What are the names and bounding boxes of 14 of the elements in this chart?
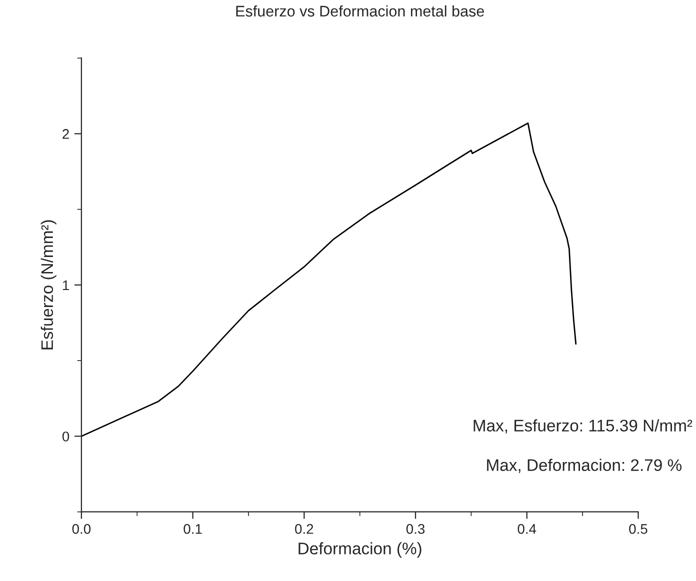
x-tick-label: 0.2 [295,524,314,534]
y-tick-label: 0 [62,432,70,442]
y-tick-label: 1 [62,280,69,290]
y-tick-label: 2 [62,129,69,139]
x-tick-label: 0.5 [629,524,648,534]
x-axis-title: Deformacion (%) [298,542,422,558]
x-tick-label: 0.3 [406,524,425,534]
x-tick-label: 0.1 [184,524,202,534]
x-tick-label: 0.0 [72,524,91,534]
x-tick-label: 0.4 [518,524,536,534]
annotation: Max, Esfuerzo: 115.39 N/mm² [474,419,692,434]
chart-title: Esfuerzo vs Deformacion metal base [236,5,484,17]
annotation: Max, Deformacion: 2.79 % [487,458,682,473]
y-axis-title: Esfuerzo (N/mm²) [40,220,56,350]
